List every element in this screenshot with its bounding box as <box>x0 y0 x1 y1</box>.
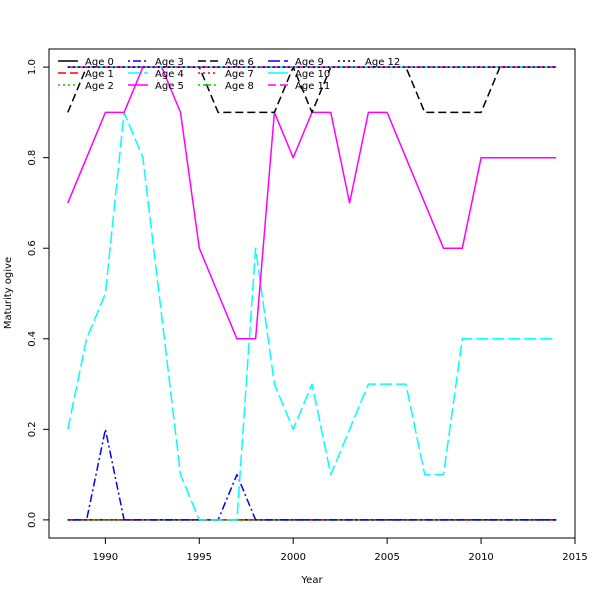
legend-label: Age 3 <box>155 57 184 68</box>
x-axis: 1990 1995 2000 2005 2010 2015 <box>93 538 588 563</box>
legend-label: Age 11 <box>295 81 330 92</box>
x-tick-label: 2005 <box>374 552 399 563</box>
x-tick-label: 2015 <box>562 552 587 563</box>
legend-label: Age 10 <box>295 69 330 80</box>
x-tick-label: 1995 <box>187 552 212 563</box>
y-axis-label: Maturity ogive <box>3 257 14 329</box>
y-tick-label: 0.0 <box>27 512 38 528</box>
legend-label: Age 5 <box>155 81 184 92</box>
legend-label: Age 0 <box>85 57 114 68</box>
legend-label: Age 6 <box>225 57 254 68</box>
legend-label: Age 2 <box>85 81 114 92</box>
legend-label: Age 9 <box>295 57 324 68</box>
y-tick-label: 0.2 <box>27 421 38 437</box>
x-tick-label: 2000 <box>280 552 305 563</box>
x-axis-label: Year <box>300 575 323 586</box>
series-line-age-3 <box>67 428 557 521</box>
legend-label: Age 1 <box>85 69 114 80</box>
legend-label: Age 7 <box>225 69 254 80</box>
y-axis: 0.0 0.2 0.4 0.6 0.8 1.0 <box>27 59 49 528</box>
plot-frame <box>48 48 576 539</box>
x-tick-label: 2010 <box>468 552 493 563</box>
y-tick-label: 0.6 <box>27 240 38 256</box>
y-tick-label: 1.0 <box>27 59 38 75</box>
series-line-age-4 <box>67 111 557 521</box>
series-layer <box>67 66 557 521</box>
x-tick-label: 1990 <box>93 552 118 563</box>
legend-label: Age 4 <box>155 69 184 80</box>
legend-label: Age 8 <box>225 81 254 92</box>
legend-label: Age 12 <box>365 57 400 68</box>
y-tick-label: 0.8 <box>27 150 38 166</box>
y-tick-label: 0.4 <box>27 331 38 347</box>
